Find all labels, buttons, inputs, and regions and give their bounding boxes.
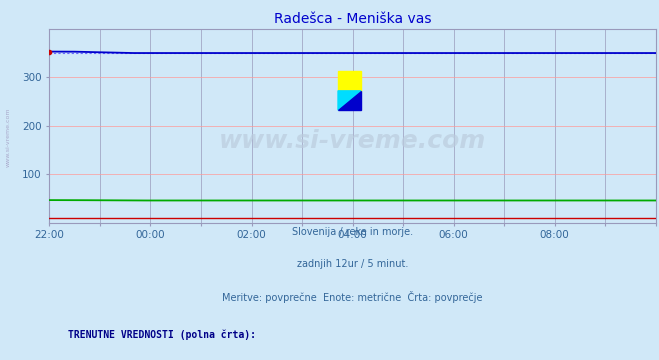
- Text: zadnjih 12ur / 5 minut.: zadnjih 12ur / 5 minut.: [297, 259, 409, 269]
- Text: TRENUTNE VREDNOSTI (polna črta):: TRENUTNE VREDNOSTI (polna črta):: [68, 330, 256, 340]
- Text: Slovenija / reke in morje.: Slovenija / reke in morje.: [292, 227, 413, 237]
- Text: www.si-vreme.com: www.si-vreme.com: [219, 129, 486, 153]
- Polygon shape: [338, 91, 361, 110]
- Text: Meritve: povprečne  Enote: metrične  Črta: povprečje: Meritve: povprečne Enote: metrične Črta:…: [222, 291, 483, 303]
- Title: Radešca - Meniška vas: Radešca - Meniška vas: [274, 12, 431, 26]
- Polygon shape: [338, 91, 361, 110]
- Bar: [338, 71, 361, 91]
- Text: www.si-vreme.com: www.si-vreme.com: [5, 107, 11, 167]
